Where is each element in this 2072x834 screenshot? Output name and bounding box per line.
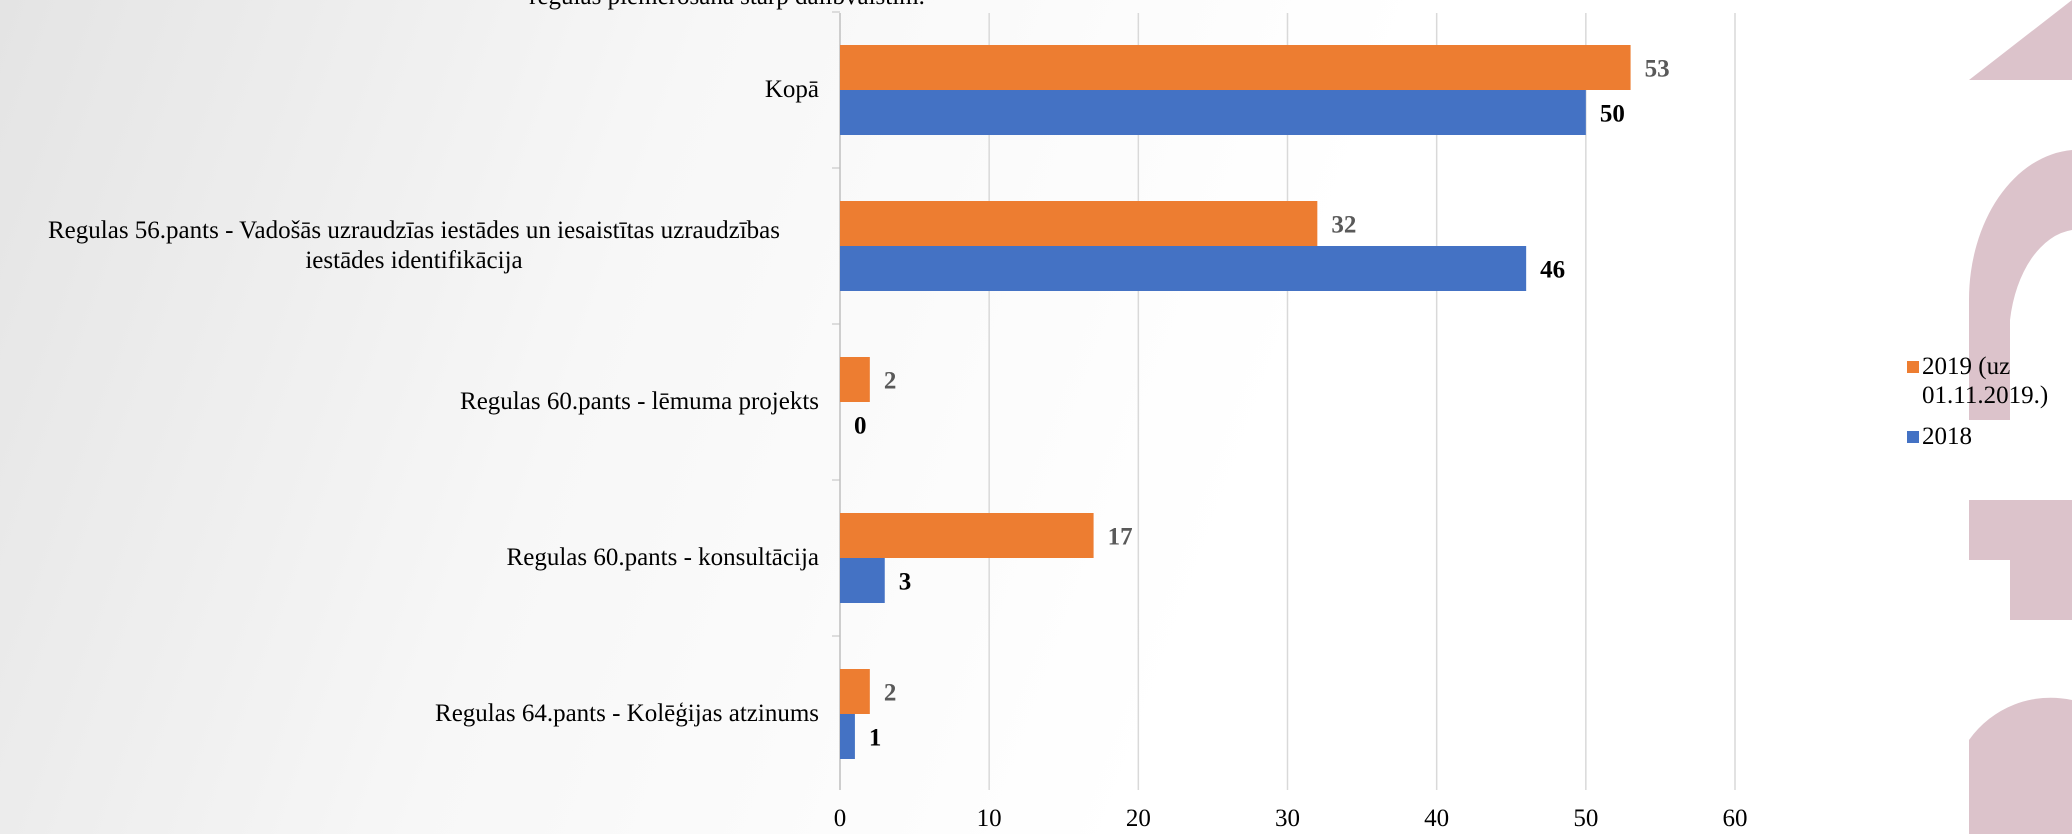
- data-label: 46: [1540, 257, 1565, 284]
- data-label: 53: [1645, 56, 1670, 83]
- x-tick-label: 60: [1723, 805, 1748, 832]
- data-label: 32: [1331, 212, 1356, 239]
- y-tick-label: Regulas 56.pants - Vadošās uzraudzīas ie…: [48, 217, 780, 274]
- bar: [840, 558, 885, 603]
- bar: [840, 714, 855, 759]
- x-tick-label: 30: [1275, 805, 1300, 832]
- legend-swatch: [1907, 361, 1919, 373]
- x-tick-label: 0: [834, 805, 847, 832]
- bar: [840, 45, 1631, 90]
- bar: [840, 90, 1586, 135]
- x-tick-label: 40: [1424, 805, 1449, 832]
- y-tick-label: Regulas 60.pants - konsultācija: [506, 544, 819, 571]
- decoration: [1968, 150, 2072, 420]
- bar: [840, 357, 870, 402]
- decoration: [1969, 0, 2072, 80]
- bar: [840, 669, 870, 714]
- chart-title: regulas piemērošanā starp dalībvalstīm.: [529, 0, 925, 10]
- legend-label: 2019 (uz 01.11.2019.): [1922, 353, 2049, 409]
- data-label: 0: [854, 413, 867, 440]
- y-tick-label: Kopā: [764, 76, 819, 103]
- data-label: 1: [869, 725, 882, 752]
- bar: [840, 201, 1318, 246]
- legend-label: 2018: [1922, 423, 1972, 450]
- data-label: 2: [884, 680, 897, 707]
- bar: [840, 246, 1527, 291]
- y-tick-label: Regulas 64.pants - Kolēģijas atzinums: [435, 700, 819, 727]
- x-tick-label: 10: [977, 805, 1002, 832]
- data-label: 3: [899, 569, 912, 596]
- decoration: [1969, 500, 2072, 620]
- legend-swatch: [1907, 431, 1919, 443]
- x-tick-label: 20: [1126, 805, 1151, 832]
- y-tick-label: Regulas 60.pants - lēmuma projekts: [460, 388, 819, 415]
- data-label: 2: [884, 368, 897, 395]
- x-tick-label: 50: [1573, 805, 1598, 832]
- data-label: 17: [1108, 524, 1133, 551]
- bar: [840, 513, 1094, 558]
- decoration: [1969, 697, 2072, 834]
- data-label: 50: [1600, 101, 1625, 128]
